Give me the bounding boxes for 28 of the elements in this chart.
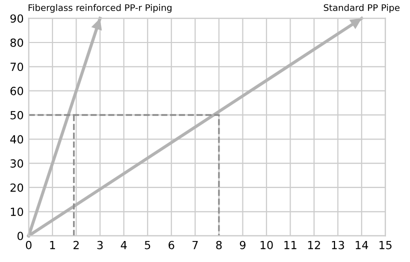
x-tick-label: 14 xyxy=(356,241,368,250)
x-tick-label: 11 xyxy=(284,241,296,250)
x-tick-label: 8 xyxy=(216,240,222,250)
y-tick-label: 10 xyxy=(10,208,24,216)
y-tick-label: 20 xyxy=(10,183,24,192)
y-tick-label: 0 xyxy=(18,232,24,240)
x-tick-label: 2 xyxy=(74,240,79,250)
series-label: Fiberglass reinforced PP-r Piping xyxy=(28,4,172,13)
x-tick-label: 13 xyxy=(332,240,344,250)
series-label: Standard PP Pipe xyxy=(324,4,400,13)
x-tick-label: 10 xyxy=(260,240,273,250)
x-tick-label: 5 xyxy=(144,241,150,250)
y-tick-label: 50 xyxy=(10,110,24,120)
x-tick-label: 7 xyxy=(192,241,198,250)
x-tick-label: 0 xyxy=(26,240,32,250)
y-tick-label: 90 xyxy=(10,14,24,23)
x-tick-label: 3 xyxy=(97,240,103,250)
y-tick-label: 60 xyxy=(10,86,24,96)
x-tick-label: 1 xyxy=(50,241,55,250)
y-tick-label: 30 xyxy=(10,159,24,168)
y-tick-label: 40 xyxy=(10,135,24,144)
x-tick-label: 9 xyxy=(240,240,246,250)
x-tick-label: 4 xyxy=(120,241,127,250)
x-tick-label: 15 xyxy=(380,241,392,250)
y-tick-label: 70 xyxy=(10,62,24,72)
x-tick-label: 6 xyxy=(168,240,174,250)
x-tick-label: 12 xyxy=(308,240,320,250)
y-tick-label: 80 xyxy=(10,38,24,47)
